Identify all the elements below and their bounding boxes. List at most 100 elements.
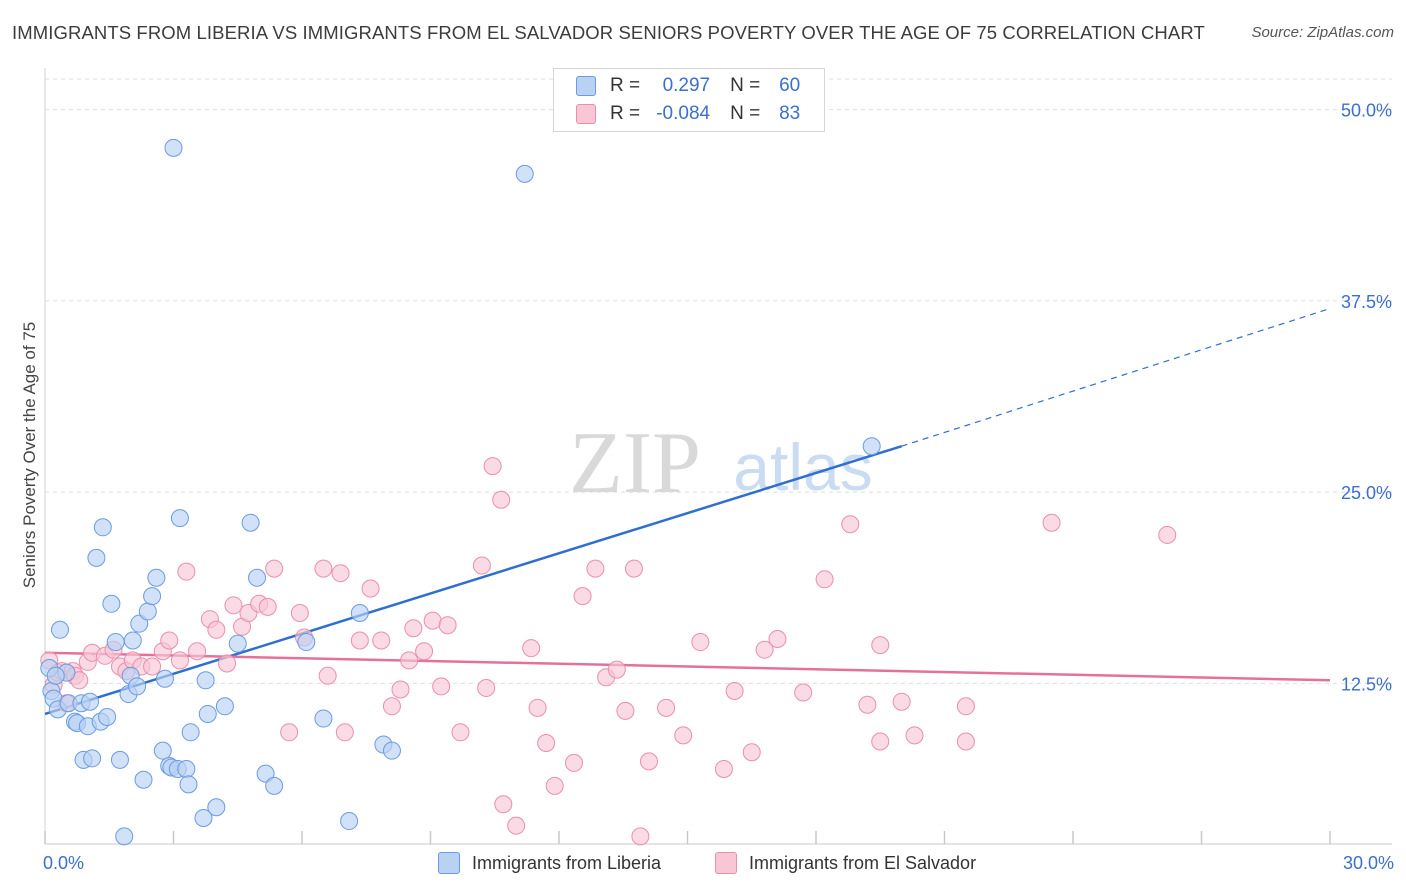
- liberia-point: [196, 671, 215, 690]
- liberia-point: [46, 666, 65, 685]
- el-salvador-point: [871, 732, 890, 751]
- y-tick-label: 12.5%: [1341, 674, 1392, 694]
- legend-item-el-salvador[interactable]: Immigrants from El Salvador: [715, 852, 976, 874]
- watermark: ZIP atlas: [569, 415, 873, 512]
- liberia-point: [340, 812, 359, 831]
- n-label: N =: [730, 75, 761, 96]
- liberia-point: [128, 677, 147, 696]
- liberia-point: [241, 513, 260, 532]
- liberia-point: [115, 827, 134, 846]
- el-salvador-point: [573, 587, 592, 606]
- liberia-point: [50, 620, 69, 639]
- liberia-point: [177, 760, 196, 779]
- el-salvador-point: [170, 651, 189, 670]
- el-salvador-swatch: [576, 104, 596, 124]
- liberia-point: [314, 709, 333, 728]
- el-salvador-point: [361, 579, 380, 598]
- el-salvador-swatch: [715, 852, 737, 874]
- el-salvador-point: [674, 726, 693, 745]
- el-salvador-point: [483, 457, 502, 476]
- el-salvador-point: [841, 515, 860, 534]
- correlation-legend: R = 0.297 N = 60 R = -0.084 N = 83: [553, 68, 825, 132]
- el-salvador-point: [423, 611, 442, 630]
- el-salvador-point: [815, 570, 834, 589]
- liberia-point: [248, 568, 267, 587]
- el-salvador-point: [160, 631, 179, 650]
- liberia-point: [87, 548, 106, 567]
- el-salvador-point: [404, 619, 423, 638]
- liberia-point: [143, 587, 162, 606]
- liberia-point: [228, 634, 247, 653]
- el-salvador-point: [314, 559, 333, 578]
- el-salvador-point: [871, 636, 890, 655]
- el-salvador-point: [258, 597, 277, 616]
- el-salvador-point: [691, 633, 710, 652]
- legend-item-liberia[interactable]: Immigrants from Liberia: [438, 852, 661, 874]
- series-legend: Immigrants from Liberia Immigrants from …: [0, 852, 1406, 878]
- el-salvador-point: [528, 698, 547, 717]
- y-tick-label: 25.0%: [1341, 483, 1392, 503]
- legend-row-liberia: R = 0.297 N = 60: [576, 73, 800, 99]
- el-salvador-point: [768, 629, 787, 648]
- el-salvador-point: [280, 723, 299, 742]
- legend-row-el-salvador: R = -0.084 N = 83: [576, 101, 800, 127]
- el-salvador-point: [742, 743, 761, 762]
- liberia-point: [515, 164, 534, 183]
- x-tick-min: 0.0%: [43, 853, 85, 873]
- el-salvador-point: [537, 734, 556, 753]
- liberia-point: [83, 749, 102, 768]
- el-salvador-point: [265, 559, 284, 578]
- liberia-point: [102, 594, 121, 613]
- el-salvador-point: [639, 752, 658, 771]
- el-salvador-point: [400, 651, 419, 670]
- el-salvador-point: [331, 564, 350, 583]
- el-salvador-point: [494, 795, 513, 814]
- n-value: 60: [779, 75, 801, 96]
- el-salvador-point: [616, 701, 635, 720]
- el-salvador-point: [177, 562, 196, 581]
- el-salvador-point: [624, 559, 643, 578]
- liberia-point: [862, 437, 881, 456]
- el-salvador-point: [607, 660, 626, 679]
- liberia-point: [130, 614, 149, 633]
- legend-label: Immigrants from Liberia: [472, 852, 662, 873]
- el-salvador-point: [522, 639, 541, 658]
- liberia-point: [207, 798, 226, 817]
- trend-lines: [44, 307, 1331, 716]
- liberia-point: [350, 603, 369, 622]
- el-salvador-point: [956, 732, 975, 751]
- el-salvador-point: [218, 654, 237, 673]
- el-salvador-point: [725, 682, 744, 700]
- el-salvador-point: [892, 692, 911, 711]
- el-salvador-point: [507, 816, 526, 835]
- liberia-point: [297, 633, 316, 652]
- gridlines: [45, 78, 1392, 684]
- el-salvador-point: [372, 631, 391, 650]
- liberia-point: [170, 509, 189, 528]
- watermark-zip: ZIP: [569, 415, 701, 512]
- liberia-point: [106, 633, 125, 652]
- liberia-point: [155, 669, 174, 688]
- el-salvador-point: [143, 657, 162, 676]
- liberia-trend-extension: [901, 307, 1331, 447]
- liberia-point: [138, 602, 157, 621]
- el-salvador-point: [207, 620, 226, 639]
- el-salvador-point: [391, 680, 410, 699]
- el-salvador-point: [545, 776, 564, 795]
- liberia-point: [164, 138, 183, 157]
- el-salvador-point: [657, 698, 676, 717]
- el-salvador-point: [290, 603, 309, 622]
- liberia-point: [134, 770, 153, 789]
- liberia-point: [215, 697, 234, 716]
- el-salvador-point: [755, 640, 774, 659]
- liberia-point: [80, 692, 99, 711]
- legend-label: Immigrants from El Salvador: [749, 852, 977, 873]
- y-tick-label: 50.0%: [1341, 101, 1392, 121]
- chart-source: Source: ZipAtlas.com: [1251, 24, 1394, 41]
- y-tick-labels: 12.5% 25.0% 37.5% 50.0%: [1341, 101, 1392, 695]
- r-label: R =: [610, 75, 641, 96]
- liberia-trend-line: [44, 445, 903, 716]
- liberia-swatch: [576, 76, 596, 96]
- el-salvador-point: [382, 697, 401, 716]
